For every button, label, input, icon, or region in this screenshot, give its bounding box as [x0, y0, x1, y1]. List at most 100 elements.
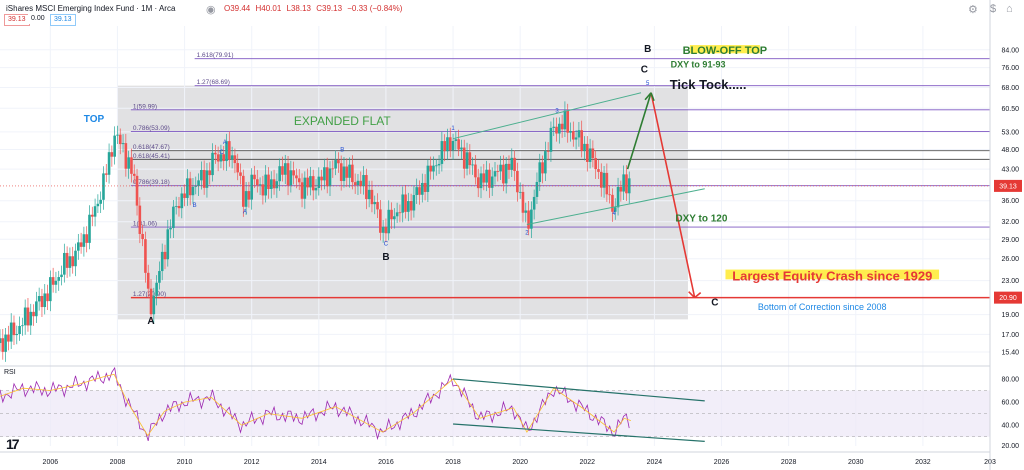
sell-price-tag[interactable]: 39.13: [4, 14, 30, 26]
candle-body: [172, 206, 175, 228]
price-axis-label: 26.00: [1001, 256, 1019, 263]
candle-body: [532, 196, 536, 210]
ohlc-high: H40.01: [255, 4, 282, 13]
candle-body: [7, 334, 10, 342]
candle-body: [155, 282, 158, 296]
candle-body: [471, 164, 474, 166]
candle-body: [26, 307, 30, 326]
price-axis-label: 48.00: [1001, 147, 1019, 154]
candle-body: [454, 139, 458, 141]
wave-label: C: [219, 150, 224, 156]
candle-body: [141, 233, 144, 240]
candle-body: [197, 180, 200, 187]
ohlc-change: −0.33 (−0.84%): [347, 4, 403, 13]
candle-body: [502, 164, 505, 184]
candle-body: [51, 277, 55, 285]
candle-body: [29, 311, 33, 326]
candle-body: [365, 175, 368, 200]
time-axis-label: 2014: [311, 459, 327, 466]
fib-level-label: 1.27(20.90): [133, 291, 166, 298]
candle-body: [373, 202, 377, 205]
candle-body: [317, 176, 321, 188]
chart-annotation: EXPANDED FLAT: [294, 114, 392, 128]
candle-body: [451, 140, 455, 151]
candle-body: [395, 212, 399, 217]
candle-body: [169, 227, 172, 230]
spread-value: 0.00: [28, 14, 48, 24]
candle-body: [482, 173, 486, 183]
candle-body: [404, 194, 407, 212]
candle-body: [580, 130, 583, 151]
rsi-upper-trendline: [452, 378, 705, 402]
candle-body: [460, 147, 463, 150]
settings-gear-icon[interactable]: ⚙: [968, 4, 978, 16]
candle-body: [303, 177, 307, 199]
candle-body: [541, 162, 544, 174]
candle-body: [583, 143, 586, 151]
rsi-moving-average: [0, 373, 632, 437]
candle-body: [152, 295, 156, 315]
candle-body: [295, 175, 298, 179]
bell-icon[interactable]: ⌂: [1006, 3, 1013, 15]
candle-body: [163, 251, 167, 260]
candle-body: [535, 181, 539, 197]
price-axis-label: 29.00: [1001, 237, 1019, 244]
candle-body: [99, 199, 102, 204]
candle-body: [443, 141, 446, 152]
candle-body: [488, 169, 491, 188]
fib-level-label: 1.27(68.69): [197, 79, 230, 86]
candle-body: [116, 134, 119, 136]
candle-body: [563, 110, 567, 130]
time-axis-label: 2006: [43, 459, 59, 466]
candle-body: [591, 148, 595, 159]
candle-body: [267, 174, 270, 189]
chart-annotation: Bottom of Correction since 2008: [758, 302, 887, 312]
candle-body: [82, 234, 86, 247]
candle-body: [261, 184, 265, 196]
candle-body: [68, 256, 72, 268]
price-tag-box: [994, 179, 1022, 192]
dollar-currency-icon[interactable]: $: [990, 3, 997, 15]
time-axis-label: 2020: [512, 459, 528, 466]
candle-body: [121, 143, 125, 145]
price-axis-label: 32.00: [1001, 219, 1019, 226]
annotation-highlight: [725, 269, 940, 280]
candle-body: [286, 163, 290, 186]
fib-level-label: 1(59.99): [133, 103, 157, 110]
candle-body: [202, 169, 206, 188]
candle-body: [214, 152, 217, 155]
symbol-title[interactable]: iShares MSCI Emerging Index Fund · 1M · …: [6, 4, 176, 13]
buy-price-tag[interactable]: 39.13: [50, 14, 76, 26]
candle-body: [149, 288, 153, 315]
candle-body: [269, 179, 273, 189]
wave-label: 2: [525, 230, 529, 236]
candle-body: [239, 172, 242, 176]
tradingview-logo-icon[interactable]: 17: [6, 436, 20, 452]
candle-body: [499, 164, 502, 172]
candle-body: [138, 205, 142, 234]
candle-body: [602, 172, 606, 188]
time-axis-label: 2022: [579, 459, 595, 466]
chart-annotation: DXY to 91-93: [671, 60, 726, 70]
candle-body: [328, 168, 332, 187]
candle-body: [264, 174, 267, 196]
candle-body: [342, 166, 346, 181]
candle-body: [250, 174, 253, 200]
candle-body: [339, 163, 343, 181]
candle-body: [174, 205, 178, 207]
candle-body: [437, 163, 441, 166]
candle-body: [348, 164, 351, 178]
candle-body: [4, 334, 7, 352]
price-axis-label: 19.00: [1001, 312, 1019, 319]
candle-body: [0, 338, 2, 344]
candle-body: [180, 193, 184, 209]
candle-body: [216, 154, 220, 162]
wave-label: C: [384, 242, 389, 248]
visibility-eye-icon[interactable]: ◉: [206, 4, 216, 16]
candle-body: [516, 170, 519, 193]
wave-label: 4: [612, 211, 616, 217]
candle-body: [485, 169, 488, 183]
candle-body: [619, 186, 623, 192]
candle-body: [597, 169, 600, 172]
candle-body: [186, 178, 189, 198]
